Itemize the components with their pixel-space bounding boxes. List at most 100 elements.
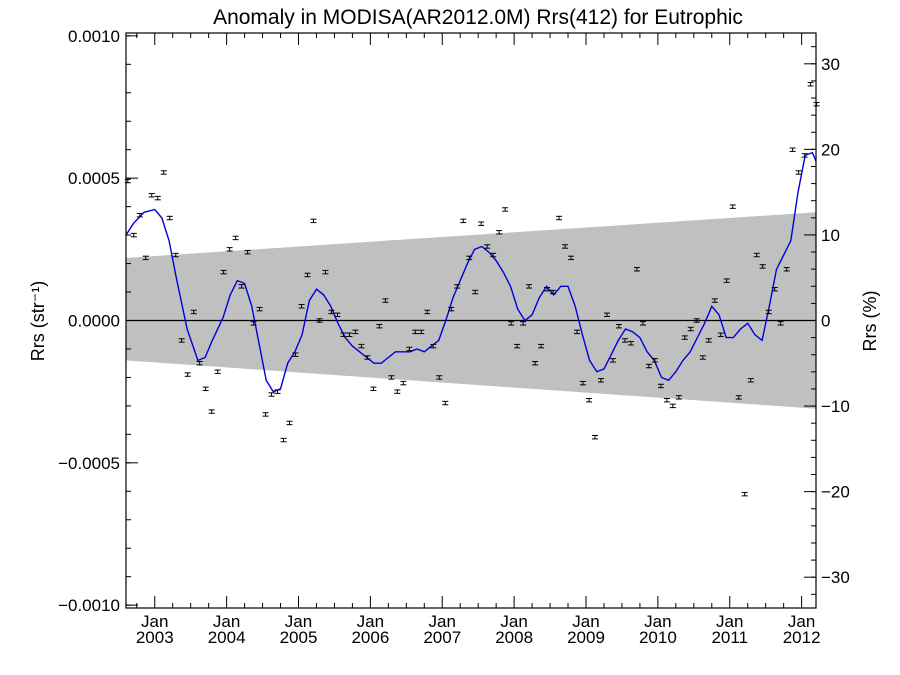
y-tick-label-left: −0.0005	[58, 454, 120, 473]
data-point	[747, 378, 754, 383]
data-point	[574, 329, 581, 335]
data-point	[771, 286, 778, 292]
data-point	[406, 346, 413, 352]
data-point	[364, 355, 371, 360]
data-point	[412, 329, 419, 335]
x-tick-label-month: Jan	[500, 612, 527, 631]
data-point	[316, 318, 323, 323]
data-point	[184, 372, 191, 377]
data-point	[466, 255, 473, 261]
data-point	[292, 352, 299, 357]
data-point	[436, 375, 443, 380]
data-point	[238, 284, 245, 289]
data-point	[729, 204, 736, 209]
data-point	[502, 207, 509, 212]
y-axis-label-left: Rrs (str⁻¹)	[28, 281, 48, 361]
data-point	[280, 437, 287, 443]
data-point	[382, 298, 389, 303]
y-tick-label-right: 30	[821, 55, 840, 74]
data-point	[538, 343, 545, 349]
data-point	[520, 321, 527, 326]
x-tick-label-year: 2007	[423, 628, 461, 647]
data-point	[340, 332, 347, 337]
data-point	[262, 412, 269, 417]
data-point	[484, 244, 491, 249]
data-points-layer	[124, 82, 820, 497]
data-point	[669, 403, 676, 409]
data-point	[579, 380, 586, 386]
x-tick-label-month: Jan	[716, 612, 743, 631]
y-tick-label-right: 10	[821, 226, 840, 245]
data-point	[723, 278, 730, 283]
chart-title: Anomaly in MODISA(AR2012.0M) Rrs(412) fo…	[213, 6, 743, 29]
y-tick-label-left: 0.0000	[68, 312, 120, 331]
data-point	[388, 375, 395, 380]
data-point	[633, 267, 640, 272]
data-point	[597, 378, 604, 383]
data-point	[526, 284, 533, 289]
data-point	[196, 360, 203, 366]
y-tick-label-right: −10	[821, 397, 850, 416]
data-point	[244, 249, 251, 255]
data-point	[190, 309, 197, 315]
data-point	[448, 306, 455, 312]
data-point	[226, 247, 233, 252]
y-tick-label-right: −20	[821, 483, 850, 502]
x-tick-label-year: 2006	[351, 628, 389, 647]
x-tick-label-year: 2008	[495, 628, 533, 647]
data-point	[166, 215, 173, 221]
data-point	[759, 264, 766, 269]
data-point	[472, 289, 479, 295]
data-point	[681, 335, 688, 340]
data-point	[651, 358, 658, 363]
data-point	[753, 252, 760, 258]
x-tick-label-month: Jan	[213, 612, 240, 631]
data-point	[556, 215, 563, 221]
data-point	[334, 312, 341, 318]
y-tick-label-right: 0	[821, 312, 830, 331]
data-point	[142, 255, 149, 261]
y-tick-label-right: −30	[821, 568, 850, 587]
data-point	[586, 397, 593, 403]
uncertainty-band-layer	[126, 212, 816, 409]
data-point	[154, 195, 161, 201]
x-tick-label-month: Jan	[285, 612, 312, 631]
data-point	[801, 153, 808, 158]
data-point	[208, 409, 215, 414]
data-point	[250, 321, 257, 326]
data-point	[645, 363, 652, 369]
data-point	[286, 420, 293, 426]
x-tick-label-year: 2003	[136, 628, 174, 647]
data-point	[400, 380, 407, 386]
data-point	[130, 232, 137, 238]
data-point	[807, 82, 814, 87]
data-point	[562, 244, 569, 249]
x-tick-label-month: Jan	[357, 612, 384, 631]
data-point	[148, 193, 155, 198]
data-point	[657, 383, 664, 389]
data-point	[741, 491, 748, 497]
data-point	[615, 323, 622, 329]
x-tick-label-month: Jan	[572, 612, 599, 631]
data-point	[298, 304, 305, 309]
data-point	[490, 252, 497, 258]
data-point	[232, 235, 239, 241]
x-tick-label-year: 2012	[783, 628, 821, 647]
data-point	[663, 397, 670, 403]
data-point	[711, 298, 718, 303]
axes-layer: 0.00100.00050.0000−0.0005−0.00103020100−…	[58, 27, 850, 647]
y-tick-label-left: −0.0010	[58, 596, 120, 615]
x-tick-label-year: 2005	[280, 628, 318, 647]
data-point	[268, 392, 275, 397]
x-tick-label-year: 2010	[639, 628, 677, 647]
data-point	[478, 221, 485, 226]
data-point	[352, 329, 359, 335]
data-point	[675, 395, 682, 400]
data-point	[202, 386, 209, 392]
data-point	[717, 332, 724, 337]
data-point	[735, 395, 742, 400]
x-tick-label-year: 2004	[208, 628, 246, 647]
data-point	[160, 170, 167, 175]
